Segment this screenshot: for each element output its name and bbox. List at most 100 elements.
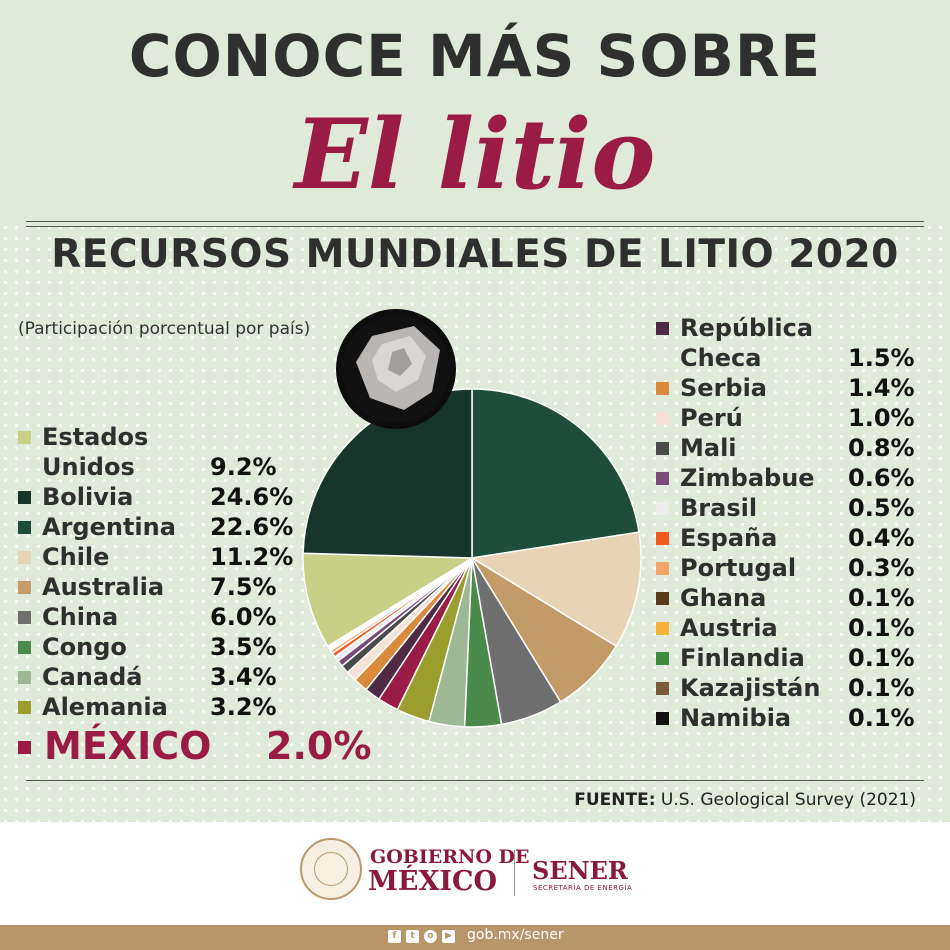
headline: CONOCE MÁS SOBRE bbox=[128, 22, 822, 90]
legend-swatch bbox=[18, 671, 31, 684]
legend-value: 9.2% bbox=[210, 453, 277, 481]
legend-item: Chile 11.2% bbox=[18, 542, 338, 572]
legend-value: 1.4% bbox=[848, 374, 915, 402]
legend-item: Finlandia 0.1% bbox=[656, 643, 950, 673]
legend-label: Brasil bbox=[680, 494, 758, 522]
legend-label: Ghana bbox=[680, 584, 767, 612]
chart-title: RECURSOS MUNDIALES DE LITIO 2020 bbox=[51, 232, 899, 277]
legend-label: China bbox=[42, 603, 119, 631]
legend-label: Mali bbox=[680, 434, 737, 462]
legend-label: Checa bbox=[680, 344, 762, 372]
legend-item: España 0.4% bbox=[656, 523, 950, 553]
legend-swatch bbox=[656, 412, 669, 425]
legend-item: Alemania 3.2% bbox=[18, 692, 338, 722]
legend-value: 0.1% bbox=[848, 644, 915, 672]
pie-slice-argentina bbox=[471, 388, 640, 559]
legend-swatch bbox=[18, 521, 31, 534]
legend-item: Zimbabue 0.6% bbox=[656, 463, 950, 493]
legend-item: China 6.0% bbox=[18, 602, 338, 632]
legend-item: Canadá 3.4% bbox=[18, 662, 338, 692]
legend-value: 3.2% bbox=[210, 693, 277, 721]
instagram-icon[interactable]: o bbox=[424, 930, 437, 943]
legend-value: 0.3% bbox=[848, 554, 915, 582]
legend-swatch bbox=[18, 611, 31, 624]
legend-swatch bbox=[18, 431, 31, 444]
legend-swatch bbox=[656, 532, 669, 545]
sener-subtitle: SECRETARÍA DE ENERGÍA bbox=[533, 884, 633, 892]
legend-label: Kazajistán bbox=[680, 674, 821, 702]
source-label: FUENTE: bbox=[574, 790, 656, 810]
legend-value: 0.8% bbox=[848, 434, 915, 462]
legend-item: Estados Unidos 9.2% bbox=[18, 422, 338, 482]
legend-swatch bbox=[18, 491, 31, 504]
legend-swatch bbox=[656, 592, 669, 605]
divider bbox=[26, 226, 924, 227]
chart-subtitle: (Participación porcentual por país) bbox=[18, 319, 311, 339]
legend-swatch bbox=[18, 701, 31, 714]
legend-label: Unidos bbox=[42, 453, 135, 481]
legend-label: Finlandia bbox=[680, 644, 805, 672]
legend-value: 6.0% bbox=[210, 603, 277, 631]
legend-label: Portugal bbox=[680, 554, 797, 582]
legend-item: Ghana 0.1% bbox=[656, 583, 950, 613]
legend-value: 0.5% bbox=[848, 494, 915, 522]
legend-item: Portugal 0.3% bbox=[656, 553, 950, 583]
legend-value: 0.1% bbox=[848, 674, 915, 702]
legend-label: Chile bbox=[42, 543, 110, 571]
youtube-icon[interactable]: ▶ bbox=[442, 930, 455, 943]
twitter-icon[interactable]: t bbox=[406, 930, 419, 943]
legend-item: Brasil 0.5% bbox=[656, 493, 950, 523]
legend-label: Serbia bbox=[680, 374, 767, 402]
website-link[interactable]: gob.mx/sener bbox=[467, 927, 564, 943]
legend-swatch bbox=[656, 622, 669, 635]
legend-value: 22.6% bbox=[210, 513, 294, 541]
legend-label: Austria bbox=[680, 614, 778, 642]
legend-item: Australia 7.5% bbox=[18, 572, 338, 602]
legend-label: Australia bbox=[42, 573, 165, 601]
legend-value: 24.6% bbox=[210, 483, 294, 511]
legend-value: 0.4% bbox=[848, 524, 915, 552]
divider bbox=[26, 780, 924, 781]
legend-value: 11.2% bbox=[210, 543, 294, 571]
legend-swatch bbox=[656, 502, 669, 515]
legend-value: 1.5% bbox=[848, 344, 915, 372]
legend-swatch bbox=[18, 741, 31, 754]
legend-value: 1.0% bbox=[848, 404, 915, 432]
legend-label: España bbox=[680, 524, 778, 552]
legend-swatch bbox=[656, 322, 669, 335]
headline-lithium: El litio bbox=[294, 98, 656, 211]
legend-item: Perú 1.0% bbox=[656, 403, 950, 433]
legend-value: 3.4% bbox=[210, 663, 277, 691]
legend-value: 2.0% bbox=[266, 724, 372, 768]
legend-label: MÉXICO bbox=[44, 724, 212, 768]
legend-item: Argentina 22.6% bbox=[18, 512, 338, 542]
legend-item: Kazajistán 0.1% bbox=[656, 673, 950, 703]
legend-label: Perú bbox=[680, 404, 743, 432]
legend-item: Mali 0.8% bbox=[656, 433, 950, 463]
legend-value: 0.1% bbox=[848, 614, 915, 642]
legend-label: Bolivia bbox=[42, 483, 134, 511]
legend-swatch bbox=[656, 562, 669, 575]
source-note: FUENTE: U.S. Geological Survey (2021) bbox=[574, 790, 916, 810]
legend-swatch bbox=[656, 712, 669, 725]
sener-logo: SENER bbox=[532, 856, 628, 885]
legend-swatch bbox=[656, 472, 669, 485]
legend-label: Canadá bbox=[42, 663, 143, 691]
legend-item: Serbia 1.4% bbox=[656, 373, 950, 403]
footer bbox=[0, 822, 950, 925]
legend-swatch bbox=[656, 382, 669, 395]
legend-label: Alemania bbox=[42, 693, 168, 721]
legend-swatch bbox=[18, 551, 31, 564]
facebook-icon[interactable]: f bbox=[388, 930, 401, 943]
coat-of-arms-icon bbox=[300, 838, 362, 900]
legend-item: República Checa 1.5% bbox=[656, 313, 950, 373]
legend-swatch bbox=[656, 682, 669, 695]
legend-swatch bbox=[656, 652, 669, 665]
legend-label: Estados bbox=[42, 423, 149, 451]
legend-value: 0.1% bbox=[848, 584, 915, 612]
legend-item: Namibia 0.1% bbox=[656, 703, 950, 733]
legend-label: Congo bbox=[42, 633, 127, 661]
legend-label: Zimbabue bbox=[680, 464, 815, 492]
legend-label: Namibia bbox=[680, 704, 792, 732]
header-area bbox=[0, 0, 950, 222]
